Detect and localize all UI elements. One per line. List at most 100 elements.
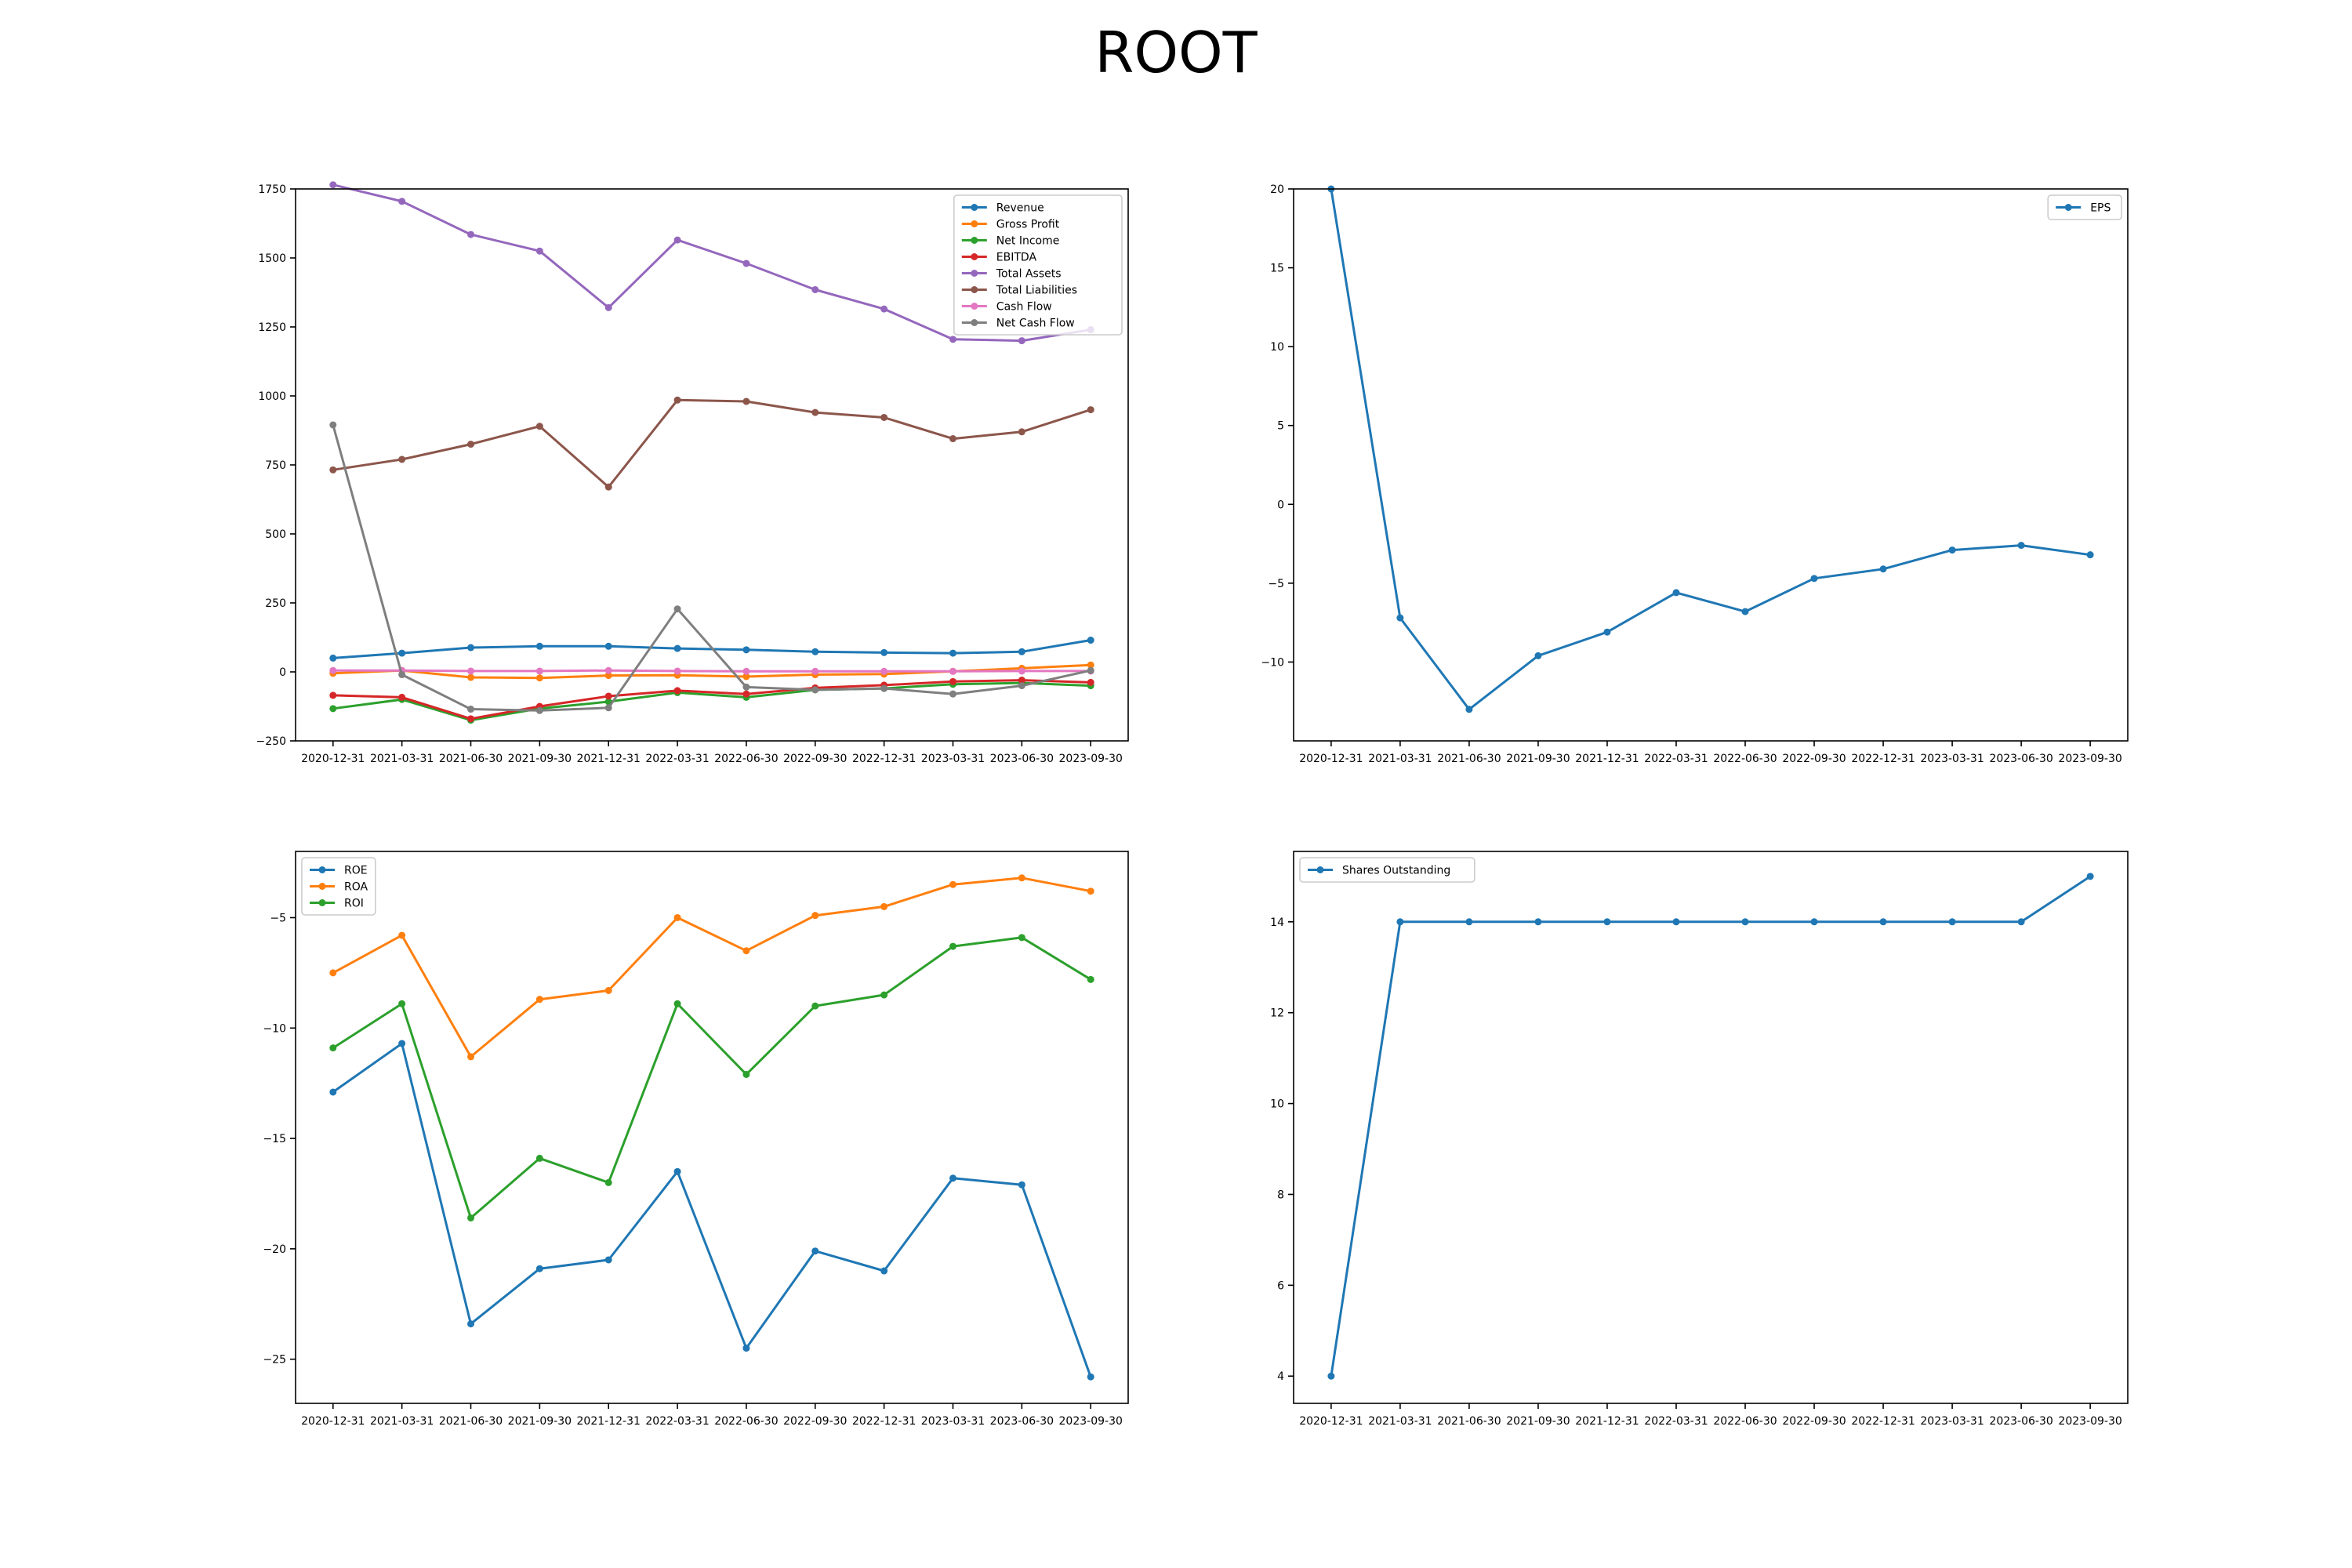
legend-label: Shares Outstanding — [1342, 865, 1450, 877]
y-tick-label: 20 — [1270, 183, 1284, 196]
y-tick-label: −5 — [1268, 578, 1284, 590]
chart-bottom-right: 2020-12-31 2021-03-31 2021-06-30 2021-09-30… — [1270, 851, 2129, 1428]
x-tick-label: 2022-06-30 — [714, 753, 778, 765]
series-line — [332, 681, 1091, 722]
data-point — [398, 456, 406, 463]
x-tick-label: 2021-09-30 — [1506, 753, 1570, 765]
data-point — [467, 1214, 475, 1221]
x-tick-label: 2020-12-31 — [301, 753, 365, 765]
data-point — [1018, 648, 1025, 655]
legend-label: Net Cash Flow — [996, 318, 1075, 330]
data-point — [1018, 874, 1025, 882]
data-point — [604, 704, 612, 712]
data-point — [467, 667, 475, 675]
legend-label: ROI — [344, 898, 364, 910]
data-point — [1087, 406, 1094, 414]
data-point — [1087, 678, 1094, 686]
data-point — [535, 1154, 543, 1162]
data-point — [742, 673, 750, 681]
data-point — [467, 644, 475, 652]
legend-label: EPS — [2090, 202, 2111, 215]
x-tick-label: 2023-06-30 — [990, 753, 1054, 765]
data-point — [811, 1247, 819, 1255]
data-point — [1018, 667, 1025, 675]
legend-label: Net Income — [996, 235, 1060, 248]
data-point — [398, 198, 406, 205]
data-point — [742, 1345, 750, 1352]
data-point — [949, 649, 956, 657]
x-tick-label: 2021-09-30 — [508, 1415, 572, 1428]
data-point — [1741, 918, 1749, 926]
data-point — [811, 285, 819, 293]
data-point — [398, 1040, 406, 1047]
data-point — [673, 605, 681, 613]
data-point — [329, 466, 337, 474]
data-point — [604, 483, 612, 491]
data-point — [535, 674, 543, 682]
x-tick-label: 2022-06-30 — [714, 1415, 778, 1428]
data-point — [1465, 706, 1473, 713]
y-tick-label: 12 — [1270, 1007, 1284, 1020]
y-tick-label: 8 — [1277, 1189, 1284, 1201]
data-point — [742, 646, 750, 654]
data-point — [604, 642, 612, 650]
data-point — [742, 260, 750, 267]
legend-label: ROE — [344, 865, 368, 877]
data-point — [329, 1044, 337, 1052]
x-tick-label: 2023-09-30 — [1059, 753, 1123, 765]
data-point — [742, 683, 750, 691]
y-tick-label: 0 — [1277, 499, 1284, 511]
chart-top-right: 2020-12-31 2021-03-31 2021-06-30 2021-09-30… — [1261, 183, 2129, 765]
data-point — [1018, 428, 1025, 436]
x-tick-label: 2023-03-31 — [921, 753, 985, 765]
data-point — [949, 690, 956, 698]
data-point — [2086, 873, 2094, 880]
x-tick-label: 2021-12-31 — [1575, 753, 1639, 765]
legend-marker — [971, 204, 978, 211]
legend-box — [2047, 194, 2122, 220]
data-point — [880, 305, 888, 313]
series-line — [332, 936, 1091, 1219]
y-tick-label: 1500 — [258, 252, 286, 265]
data-point — [673, 667, 681, 675]
data-point — [535, 423, 543, 430]
data-point — [467, 673, 475, 681]
x-tick-label: 2022-09-30 — [1782, 1415, 1846, 1428]
data-point — [811, 686, 819, 694]
data-point — [467, 1320, 475, 1328]
y-tick-label: −25 — [263, 1354, 286, 1367]
series-line — [1330, 875, 2091, 1377]
series-line — [332, 877, 1091, 1058]
data-point — [880, 648, 888, 656]
y-tick-label: −10 — [1261, 656, 1284, 669]
data-point — [1018, 337, 1025, 345]
x-tick-label: 2021-12-31 — [577, 1415, 641, 1428]
data-point — [398, 671, 406, 679]
data-point — [1672, 918, 1680, 926]
data-point — [604, 672, 612, 680]
axes-frame — [1293, 188, 2129, 742]
y-tick-label: 1750 — [258, 183, 286, 196]
data-point — [329, 969, 337, 977]
data-point — [1465, 918, 1473, 926]
x-tick-label: 2023-03-31 — [1920, 753, 1984, 765]
x-tick-label: 2021-12-31 — [1575, 1415, 1639, 1428]
legend-label: ROA — [344, 881, 368, 894]
series-line — [332, 424, 1091, 712]
legend-marker — [971, 286, 978, 293]
x-tick-label: 2022-09-30 — [783, 1415, 847, 1428]
y-tick-label: 1000 — [258, 390, 286, 403]
legend: Revenue Gross Profit Net Income EBITDA Total… — [953, 194, 1123, 336]
x-tick-label: 2020-12-31 — [1299, 753, 1363, 765]
data-point — [742, 667, 750, 675]
x-tick-label: 2022-06-30 — [1713, 753, 1777, 765]
legend-label: EBITDA — [996, 252, 1037, 264]
data-point — [535, 996, 543, 1004]
data-point — [329, 705, 337, 713]
y-tick-label: −250 — [256, 735, 286, 748]
y-tick-label: 5 — [1277, 420, 1284, 433]
x-tick-label: 2021-03-31 — [370, 753, 434, 765]
data-point — [467, 706, 475, 713]
data-point — [949, 942, 956, 950]
